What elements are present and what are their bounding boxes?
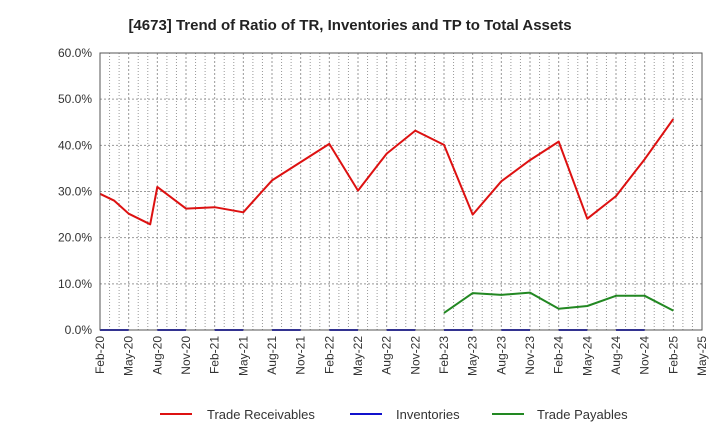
x-tick-label: Aug-21 [265,336,279,375]
x-tick-label: Feb-22 [322,336,336,374]
x-tick-label: May-24 [580,336,594,376]
x-tick-label: Feb-23 [437,336,451,374]
series-line-trade-payables [443,291,674,314]
x-tick-label: Nov-23 [523,336,537,375]
y-tick-label: 60.0% [58,46,92,60]
y-tick-label: 50.0% [58,92,92,106]
x-tick-label: Aug-20 [150,336,164,375]
legend-label: Inventories [396,407,460,422]
x-tick-label: Nov-24 [638,336,652,375]
y-axis-ticks: 0.0% 10.0% 20.0% 30.0% 40.0% 50.0% 60.0% [58,46,92,337]
x-tick-label: Feb-20 [93,336,107,374]
x-tick-label: Feb-24 [552,336,566,374]
x-tick-label: May-23 [466,336,480,376]
chart-title: [4673] Trend of Ratio of TR, Inventories… [128,17,571,34]
x-tick-label: Feb-25 [666,336,680,374]
legend: Trade Receivables Inventories Trade Payabl… [160,407,628,422]
x-tick-label: Aug-24 [609,336,623,375]
x-tick-label: Aug-23 [494,336,508,375]
legend-label: Trade Receivables [207,407,315,422]
y-tick-label: 30.0% [58,185,92,199]
x-tick-label: Nov-20 [179,336,193,375]
x-tick-label: Aug-22 [380,336,394,375]
x-tick-label: May-20 [122,336,136,376]
y-tick-label: 20.0% [58,231,92,245]
y-tick-label: 40.0% [58,138,92,152]
y-tick-label: 10.0% [58,277,92,291]
plot-frame [99,52,703,331]
y-tick-label: 0.0% [65,323,93,337]
x-tick-label: Nov-22 [408,336,422,375]
x-axis-ticks: Feb-20 May-20 Aug-20 Nov-20 Feb-21 May-21 Aug-… [93,336,709,376]
series-line-trade-receivables [99,118,675,226]
x-tick-label: Nov-21 [294,336,308,375]
x-tick-label: Feb-21 [208,336,222,374]
x-tick-label: May-25 [695,336,709,376]
legend-label: Trade Payables [537,407,628,422]
x-tick-label: May-21 [236,336,250,376]
grid [100,52,702,330]
x-tick-label: May-22 [351,336,365,376]
